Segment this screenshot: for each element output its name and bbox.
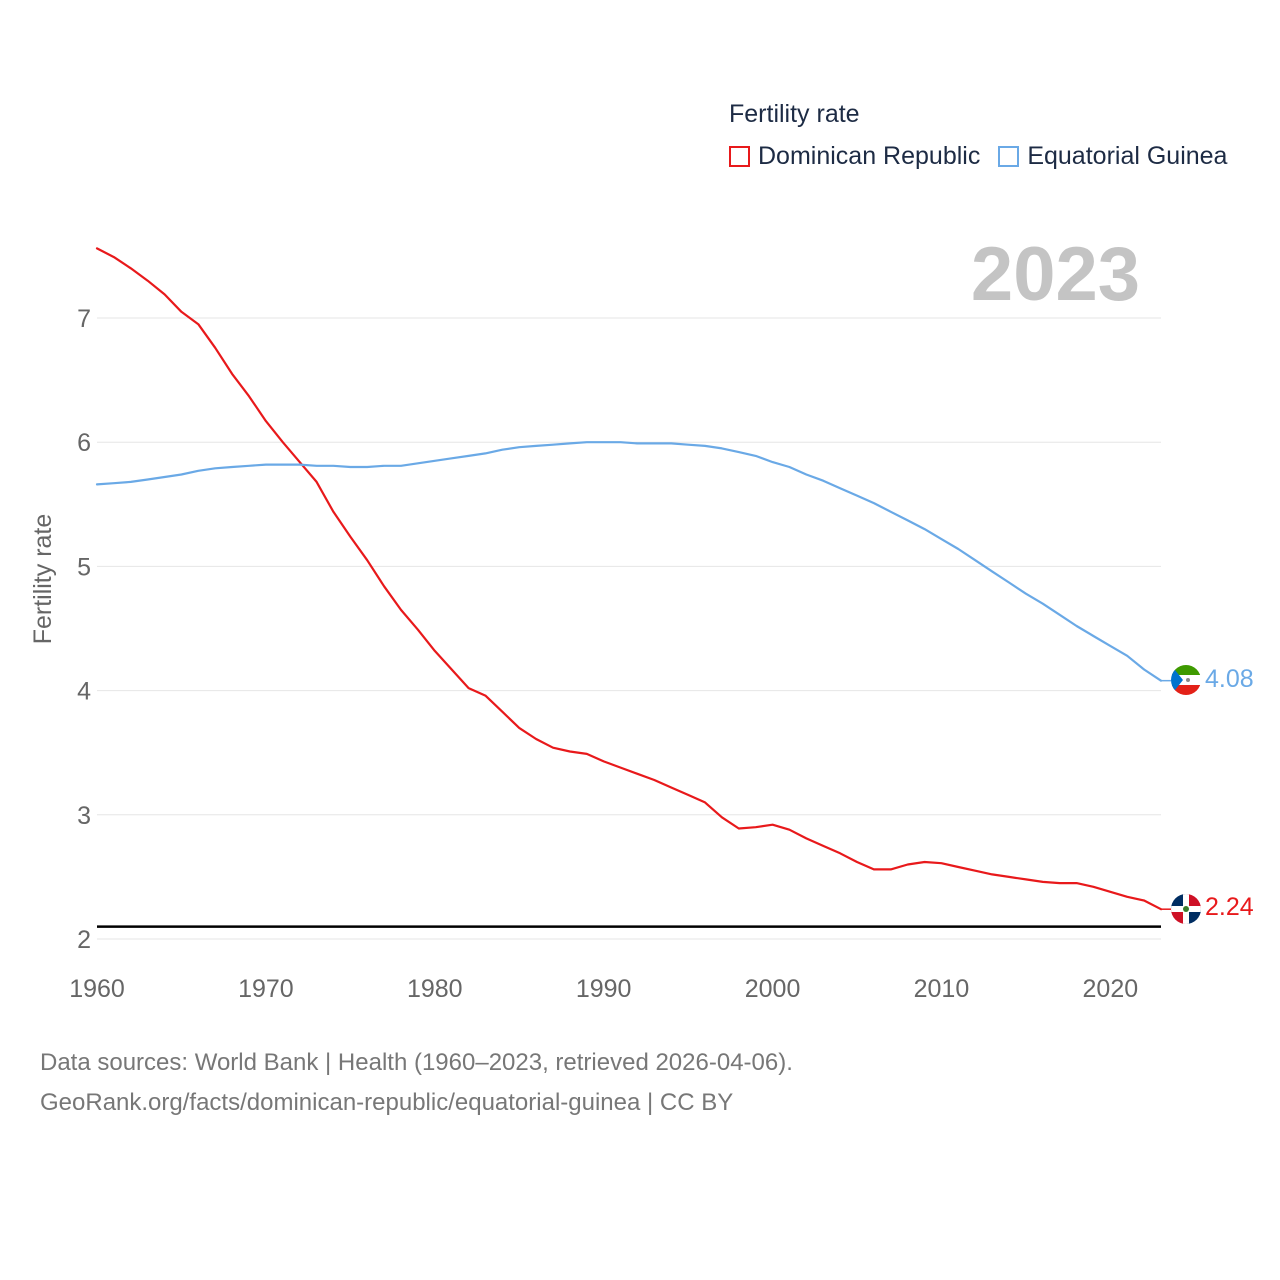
legend-item-dominican-republic[interactable]: Dominican Republic bbox=[729, 142, 980, 171]
legend-item-equatorial-guinea[interactable]: Equatorial Guinea bbox=[998, 142, 1227, 171]
x-axis: 1960 1970 1980 1990 2000 2010 2020 bbox=[69, 975, 1138, 1003]
x-tick-label: 2020 bbox=[1083, 975, 1139, 1003]
y-axis: 2 3 4 5 6 7 bbox=[77, 305, 91, 954]
grid bbox=[97, 317, 1161, 940]
flag-dominican-republic-icon bbox=[1171, 894, 1201, 924]
x-tick-label: 1960 bbox=[69, 975, 125, 1003]
x-tick-label: 1990 bbox=[576, 975, 632, 1003]
series-line-equatorial-guinea[interactable] bbox=[95, 441, 1163, 682]
sources-line-1: Data sources: World Bank | Health (1960–… bbox=[40, 1049, 793, 1076]
legend-label-equatorial-guinea: Equatorial Guinea bbox=[1027, 142, 1228, 170]
y-tick-label: 7 bbox=[77, 305, 91, 333]
sources-line-2[interactable]: GeoRank.org/facts/dominican-republic/equ… bbox=[40, 1089, 734, 1116]
y-tick-label: 5 bbox=[77, 553, 91, 581]
x-tick-label: 1980 bbox=[407, 975, 463, 1003]
end-value-dominican-republic: 2.24 bbox=[1205, 893, 1254, 921]
x-tick-label: 2010 bbox=[914, 975, 970, 1003]
series-line-dominican-republic[interactable] bbox=[95, 247, 1163, 911]
y-tick-label: 3 bbox=[77, 802, 91, 830]
legend-swatch-equatorial-guinea bbox=[998, 146, 1020, 167]
legend-swatch-dominican-republic bbox=[729, 146, 750, 167]
data-sources: Data sources: World Bank | Health (1960–… bbox=[40, 1043, 793, 1123]
year-label: 2023 bbox=[971, 232, 1140, 317]
legend-label-dominican-republic: Dominican Republic bbox=[758, 142, 981, 170]
x-tick-label: 1970 bbox=[238, 975, 294, 1003]
flag-equatorial-guinea-icon bbox=[1171, 665, 1201, 695]
legend-title: Fertility rate bbox=[729, 100, 860, 128]
y-axis-label: Fertility rate bbox=[29, 514, 57, 645]
y-tick-label: 6 bbox=[77, 429, 91, 457]
y-tick-label: 2 bbox=[77, 926, 91, 954]
end-value-equatorial-guinea: 4.08 bbox=[1205, 665, 1254, 693]
y-tick-label: 4 bbox=[77, 678, 91, 706]
legend: Dominican Republic Equatorial Guinea bbox=[729, 142, 1245, 171]
x-tick-label: 2000 bbox=[745, 975, 801, 1003]
